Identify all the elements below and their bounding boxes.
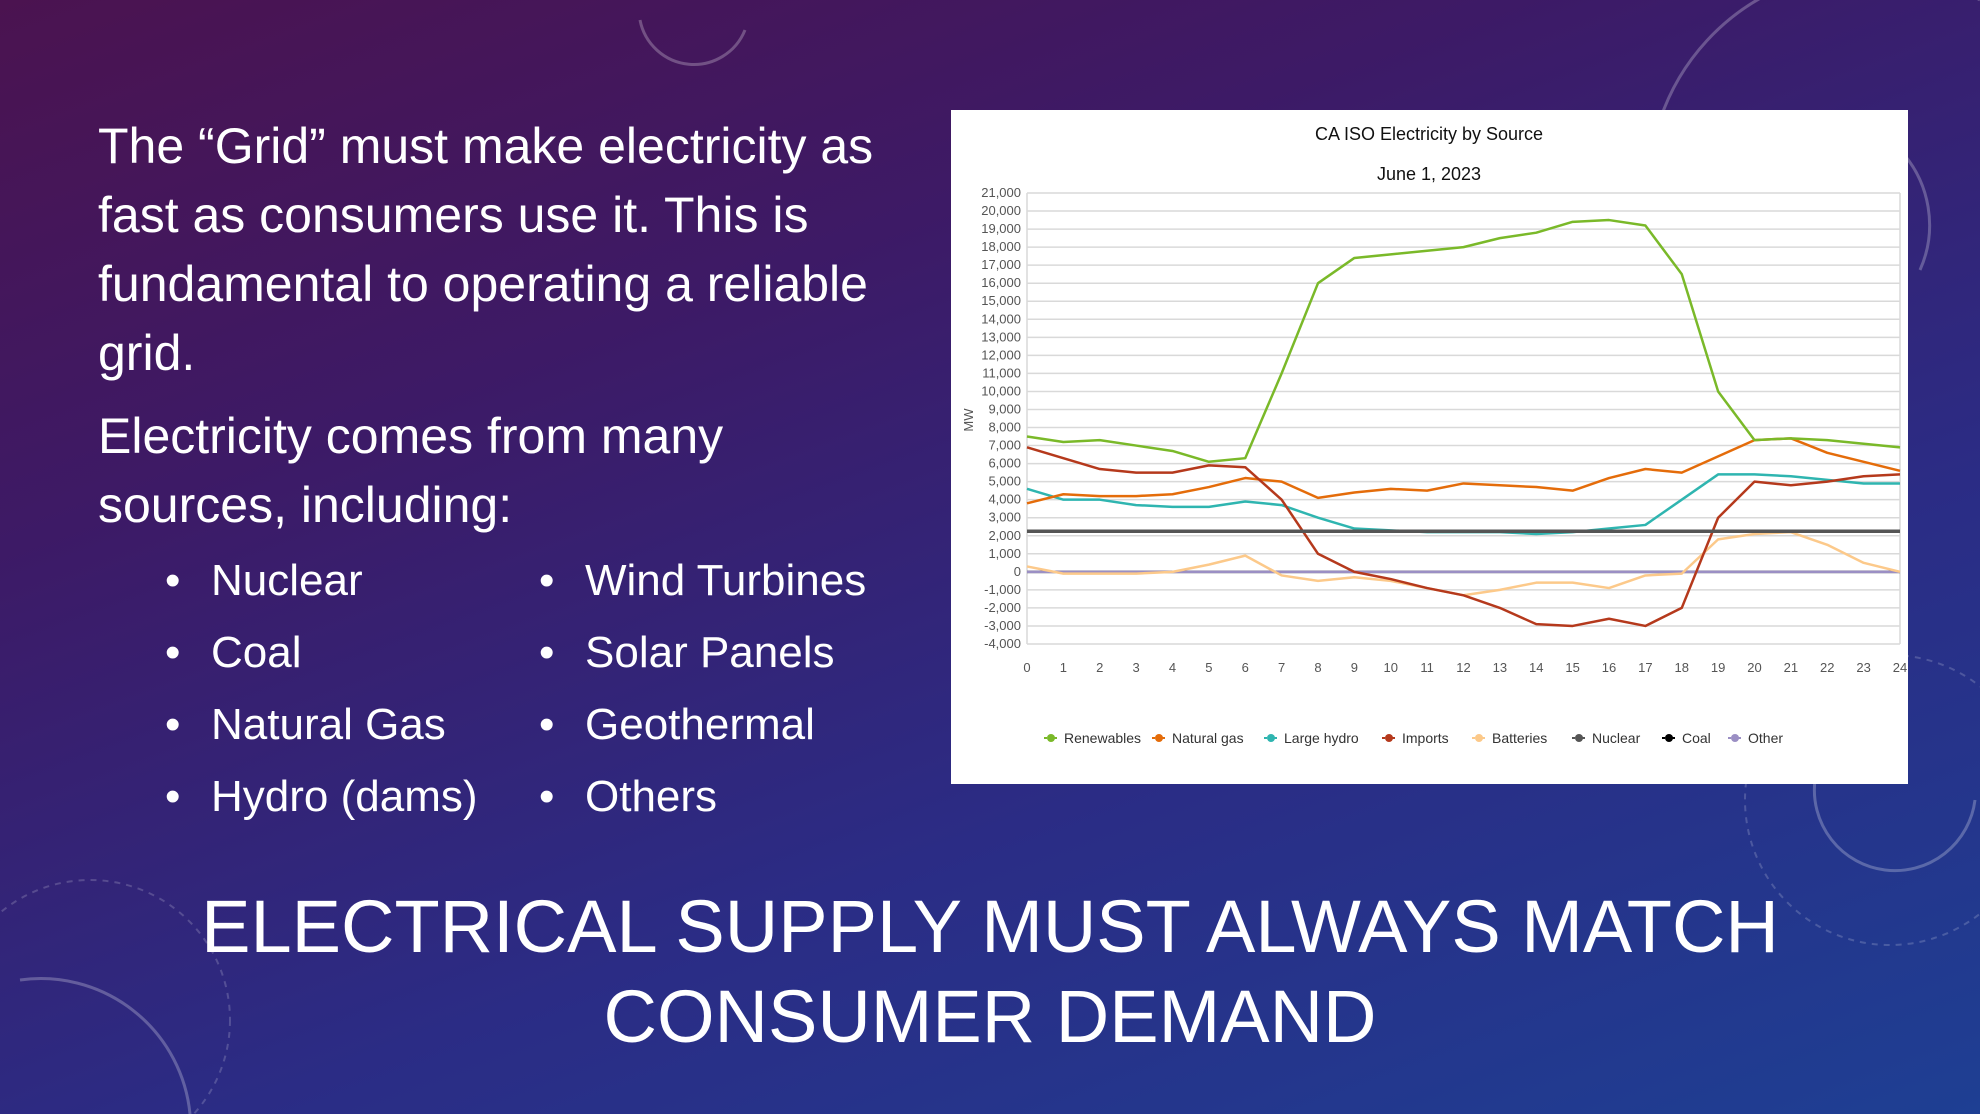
chart-container: CA ISO Electricity by Source June 1, 2023… xyxy=(951,110,1908,784)
legend-marker-icon xyxy=(1575,734,1583,742)
series-line-imports xyxy=(1026,446,1901,628)
bullet-dot: • xyxy=(165,772,181,821)
x-tick-label: 7 xyxy=(1278,660,1285,675)
y-tick-label: 6,000 xyxy=(988,456,1021,471)
y-tick-label: 12,000 xyxy=(981,347,1021,362)
x-tick-label: 3 xyxy=(1133,660,1140,675)
x-tick-label: 17 xyxy=(1638,660,1652,675)
legend-marker-icon xyxy=(1047,734,1055,742)
x-tick-label: 12 xyxy=(1456,660,1470,675)
y-tick-label: 14,000 xyxy=(981,311,1021,326)
y-tick-label: 3,000 xyxy=(988,510,1021,525)
legend-marker-icon xyxy=(1385,734,1393,742)
y-tick-label: 7,000 xyxy=(988,438,1021,453)
bullet-dot: • xyxy=(165,700,181,749)
x-tick-label: 5 xyxy=(1205,660,1212,675)
legend-entry: Coal xyxy=(1682,730,1711,746)
series-line-renewables xyxy=(1026,218,1901,464)
y-tick-label: 5,000 xyxy=(988,474,1021,489)
y-tick-label: 8,000 xyxy=(988,420,1021,435)
y-tick-label: 15,000 xyxy=(981,293,1021,308)
x-tick-label: 14 xyxy=(1529,660,1543,675)
x-tick-label: 24 xyxy=(1893,660,1907,675)
x-tick-label: 23 xyxy=(1856,660,1870,675)
x-tick-label: 6 xyxy=(1242,660,1249,675)
source-label: Hydro (dams) xyxy=(211,772,478,821)
x-tick-label: 16 xyxy=(1602,660,1616,675)
legend-entry: Natural gas xyxy=(1172,730,1244,746)
y-axis-label: MW xyxy=(961,408,976,432)
x-tick-label: 19 xyxy=(1711,660,1725,675)
legend-marker-icon xyxy=(1731,734,1739,742)
bullet-dot: • xyxy=(165,556,181,605)
legend-marker-icon xyxy=(1475,734,1483,742)
x-tick-label: 0 xyxy=(1023,660,1030,675)
x-tick-label: 20 xyxy=(1747,660,1761,675)
bullet-dot: • xyxy=(539,628,555,677)
source-label: Coal xyxy=(211,628,302,677)
y-tick-label: -4,000 xyxy=(984,636,1021,651)
source-label: Geothermal xyxy=(585,700,815,749)
legend-entry: Nuclear xyxy=(1592,730,1641,746)
bullet-dot: • xyxy=(165,628,181,677)
legend-entry: Renewables xyxy=(1064,730,1141,746)
source-label: Solar Panels xyxy=(585,628,835,677)
y-tick-label: 10,000 xyxy=(981,383,1021,398)
x-tick-label: 18 xyxy=(1675,660,1689,675)
x-tick-label: 1 xyxy=(1060,660,1067,675)
bullet-dot: • xyxy=(539,700,555,749)
y-tick-label: -2,000 xyxy=(984,600,1021,615)
y-tick-label: 9,000 xyxy=(988,401,1021,416)
legend-marker-icon xyxy=(1155,734,1163,742)
intro-paragraph: The “Grid” must make electricity as fast… xyxy=(98,118,874,381)
legend-entry: Large hydro xyxy=(1284,730,1359,746)
legend-marker-icon xyxy=(1267,734,1275,742)
y-tick-label: 20,000 xyxy=(981,203,1021,218)
bullet-dot: • xyxy=(539,556,555,605)
y-tick-label: 0 xyxy=(1014,564,1021,579)
y-tick-label: 13,000 xyxy=(981,329,1021,344)
x-tick-label: 8 xyxy=(1314,660,1321,675)
y-tick-label: 17,000 xyxy=(981,257,1021,272)
source-label: Others xyxy=(585,772,718,821)
source-label: Wind Turbines xyxy=(585,556,867,605)
x-tick-label: 15 xyxy=(1565,660,1579,675)
sources-intro-paragraph: Electricity comes from many sources, inc… xyxy=(98,408,724,533)
chart-subtitle: June 1, 2023 xyxy=(1377,164,1481,184)
y-tick-label: 11,000 xyxy=(982,365,1021,380)
chart-title: CA ISO Electricity by Source xyxy=(1315,124,1543,144)
y-tick-label: 4,000 xyxy=(988,492,1021,507)
slide-headline: Electrical supply must always match cons… xyxy=(201,885,1779,1058)
series-line-batteries xyxy=(1026,530,1901,597)
x-tick-label: 2 xyxy=(1096,660,1103,675)
y-tick-label: 18,000 xyxy=(981,239,1021,254)
x-tick-label: 22 xyxy=(1820,660,1834,675)
x-tick-label: 13 xyxy=(1493,660,1507,675)
y-tick-label: -1,000 xyxy=(984,582,1021,597)
y-tick-label: 19,000 xyxy=(981,221,1021,236)
x-tick-label: 11 xyxy=(1420,660,1434,675)
y-tick-label: 16,000 xyxy=(981,275,1021,290)
y-tick-label: 21,000 xyxy=(981,185,1021,200)
x-tick-label: 4 xyxy=(1169,660,1176,675)
x-tick-label: 10 xyxy=(1384,660,1398,675)
legend-entry: Other xyxy=(1748,730,1783,746)
source-label: Natural Gas xyxy=(211,700,446,749)
x-tick-label: 21 xyxy=(1784,660,1798,675)
y-tick-label: 1,000 xyxy=(988,546,1021,561)
electricity-by-source-chart: CA ISO Electricity by Source June 1, 2023… xyxy=(961,124,1907,746)
y-tick-label: 2,000 xyxy=(988,528,1021,543)
y-tick-label: -3,000 xyxy=(984,618,1021,633)
legend-entry: Imports xyxy=(1402,730,1449,746)
legend-marker-icon xyxy=(1665,734,1673,742)
source-label: Nuclear xyxy=(211,556,363,605)
legend-entry: Batteries xyxy=(1492,730,1547,746)
bullet-dot: • xyxy=(539,772,555,821)
x-tick-label: 9 xyxy=(1351,660,1358,675)
